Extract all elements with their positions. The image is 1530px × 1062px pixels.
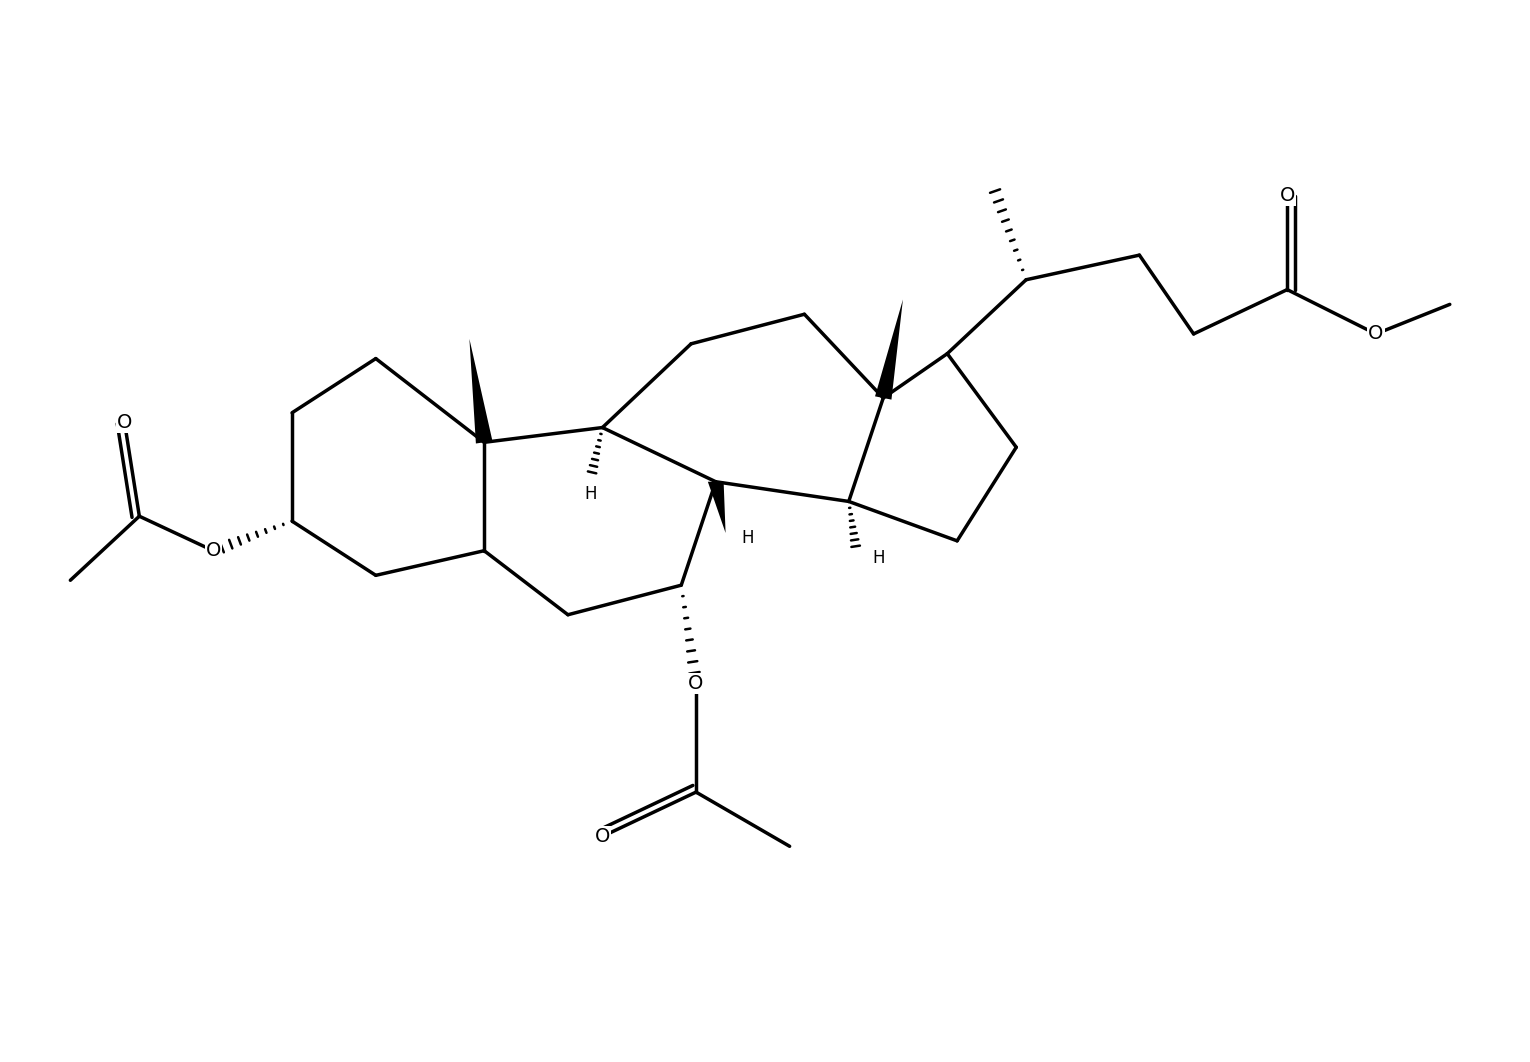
Text: H: H [584, 484, 597, 502]
Text: H: H [741, 529, 753, 547]
Text: O: O [595, 827, 610, 846]
Text: O: O [1279, 187, 1294, 205]
Text: O: O [1368, 324, 1383, 343]
Text: O: O [688, 674, 704, 693]
Text: O: O [116, 413, 132, 432]
Text: H: H [872, 549, 884, 567]
Polygon shape [708, 482, 725, 533]
Polygon shape [470, 339, 493, 444]
Polygon shape [875, 299, 903, 399]
Text: O: O [205, 542, 220, 561]
